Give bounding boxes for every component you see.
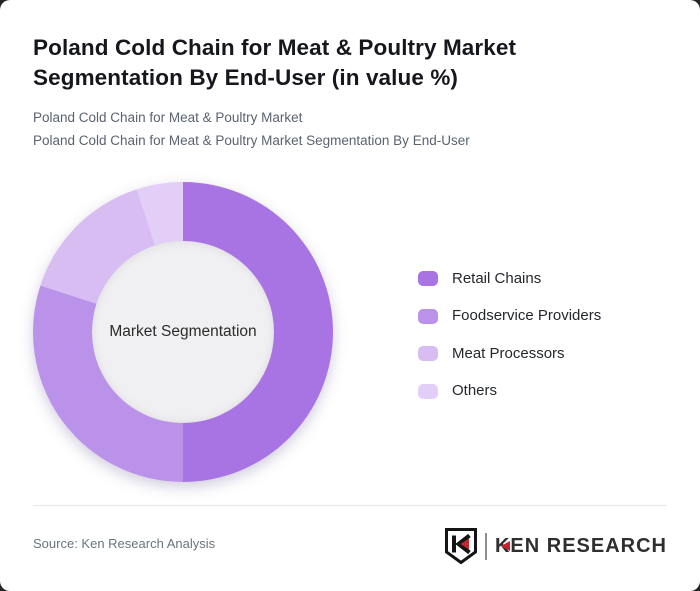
logo-wordmark: KEN RESEARCH <box>494 535 667 557</box>
ken-research-logo: KEN RESEARCH <box>444 527 667 565</box>
legend-label: Retail Chains <box>452 269 542 287</box>
donut-hole: Market Segmentation <box>92 241 274 423</box>
chart-subtitle: Poland Cold Chain for Meat & Poultry Mar… <box>33 107 653 152</box>
legend-item-meat-processors[interactable]: Meat Processors <box>418 344 601 362</box>
legend-label: Foodservice Providers <box>452 307 602 324</box>
legend-swatch-retail-chains <box>418 271 438 286</box>
donut-center-label: Market Segmentation <box>109 323 257 340</box>
subtitle-line-2: Poland Cold Chain for Meat & Poultry Mar… <box>33 132 470 148</box>
page-title: Poland Cold Chain for Meat & Poultry Mar… <box>33 35 517 90</box>
legend-item-others[interactable]: Others <box>418 382 601 399</box>
source-text: Source: Ken Research Analysis <box>33 536 216 551</box>
ken-research-shield-icon <box>444 528 477 565</box>
donut-chart: Market Segmentation <box>33 182 333 482</box>
legend-label: Meat Processors <box>452 344 565 362</box>
legend-item-retail-chains[interactable]: Retail Chains <box>418 269 601 287</box>
footer-divider <box>33 505 667 506</box>
logo-separator <box>484 532 487 560</box>
subtitle-line-1: Poland Cold Chain for Meat & Poultry Mar… <box>33 110 303 125</box>
legend-item-foodservice-providers[interactable]: Foodservice Providers <box>418 307 602 324</box>
logo-k-red-triangle-icon <box>501 540 511 551</box>
legend-swatch-foodservice-providers <box>418 308 438 324</box>
legend-swatch-meat-processors <box>418 346 438 361</box>
chart-legend: Retail Chains Foodservice Providers Meat… <box>418 269 602 421</box>
legend-swatch-others <box>418 383 438 399</box>
legend-label: Others <box>452 382 498 399</box>
